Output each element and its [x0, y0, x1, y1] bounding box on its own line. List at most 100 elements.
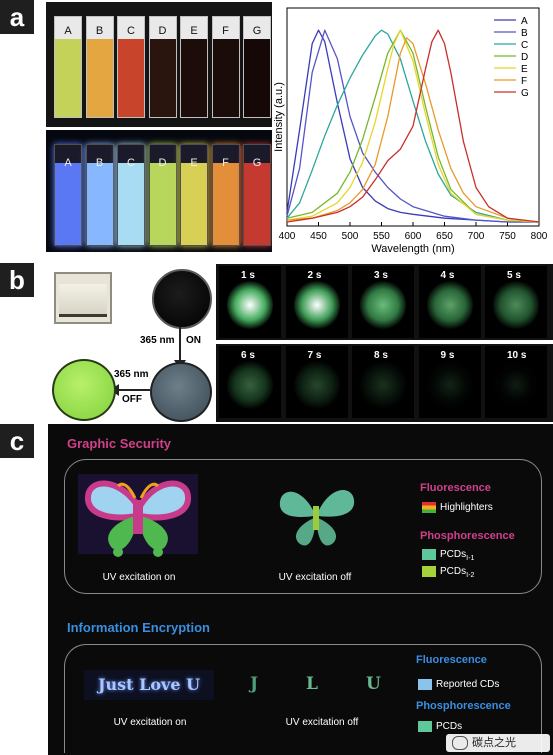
x-tick-label-700: 700 — [468, 231, 485, 242]
legend-label-b: B — [521, 28, 528, 39]
afterglow-time-label-1: 1 s — [241, 270, 255, 281]
afterglow-time-label-10: 10 s — [507, 350, 527, 361]
daylight-vial-g: G — [243, 16, 271, 118]
x-tick-label-500: 500 — [342, 231, 359, 242]
x-tick-label-400: 400 — [279, 231, 296, 242]
butterfly-uv-on-image — [78, 474, 198, 557]
enc-pcds-label: PCDs — [436, 721, 463, 733]
uv-vial-label-g: G — [252, 157, 262, 169]
uv-vial-f: F — [211, 144, 240, 246]
x-tick-label-450: 450 — [310, 231, 327, 242]
uv-vial-g: G — [243, 144, 271, 246]
afterglow-blob-7 — [293, 360, 340, 410]
afterglow-frame-1: 1 s — [219, 266, 281, 338]
pcd2-subscript: Ⅰ-2 — [466, 572, 475, 580]
x-tick-label-600: 600 — [405, 231, 422, 242]
arrow-left-shaft — [118, 389, 150, 391]
uv-vial-a: A — [54, 144, 82, 246]
legend-label-e: E — [521, 64, 528, 75]
legend-label-a: A — [521, 16, 528, 27]
sample-film — [59, 284, 107, 317]
afterglow-time-series: 1 s 2 s 3 s 4 s 5 s 6 s 7 s 8 s 9 s 10 s — [216, 264, 553, 422]
legend-label-g: G — [521, 88, 529, 99]
uv-vial-label-d: D — [158, 157, 167, 169]
legend-fluorescence-head: Fluorescence — [420, 482, 491, 494]
anti-counterfeit-panel: Graphic Security UV excitation on UV exc… — [48, 424, 553, 755]
uv-vial-label-c: C — [127, 157, 135, 169]
afterglow-time-label-4: 4 s — [440, 270, 455, 281]
series-line-g — [286, 29, 540, 223]
uv-vial-label-a: A — [64, 157, 72, 169]
uv-vial-e: E — [180, 144, 208, 246]
panel-label-a: a — [0, 0, 34, 34]
uv-vial-label-e: E — [190, 157, 198, 169]
afterglow-frame-2: 2 s — [285, 266, 348, 338]
afterglow-blob-10 — [493, 360, 539, 410]
daylight-vial-label-c: C — [127, 25, 135, 37]
daylight-vial-f: F — [211, 16, 240, 118]
afterglow-blob-6 — [227, 360, 273, 410]
afterglow-blob-5 — [493, 280, 539, 330]
reported-cds-swatch — [418, 679, 432, 690]
afterglow-blob-8 — [360, 360, 406, 410]
uv-vial-c: C — [117, 144, 145, 246]
legend-enc-phosphorescence-head: Phosphorescence — [416, 700, 511, 712]
afterglow-frame-8: 8 s — [352, 346, 414, 418]
series-line-e — [286, 29, 540, 223]
encrypted-text-uv-on: Just Love U — [84, 670, 214, 700]
x-axis-label: Wavelength (nm) — [371, 243, 454, 255]
series-line-c — [286, 29, 540, 223]
enc-pcds-swatch — [418, 721, 432, 732]
graphic-security-title: Graphic Security — [67, 436, 172, 451]
x-tick-label-800: 800 — [531, 231, 548, 242]
afterglow-time-label-3: 3 s — [374, 270, 388, 281]
highlighters-swatch — [422, 502, 436, 513]
daylight-vial-label-a: A — [64, 25, 72, 37]
uv-vial-label-b: B — [95, 157, 104, 169]
watermark: 碳点之光 — [446, 734, 550, 752]
pcd2-label: PCDs — [440, 566, 467, 578]
series-line-f — [286, 37, 540, 223]
legend-enc-pcds: PCDs — [418, 721, 462, 732]
daylight-vial-label-d: D — [158, 25, 167, 37]
uv-off-state: OFF — [122, 394, 142, 405]
uv-on-state: ON — [186, 335, 201, 346]
legend-label-f: F — [521, 76, 527, 87]
legend-enc-fluorescence-head: Fluorescence — [416, 654, 487, 666]
series-line-b — [286, 29, 539, 223]
x-tick-label-750: 750 — [499, 231, 516, 242]
panel-label-b: b — [0, 263, 34, 297]
information-encryption-title: Information Encryption — [67, 620, 210, 635]
uv-vial-d: D — [148, 144, 177, 246]
highlighters-label: Highlighters — [440, 502, 493, 514]
legend-label-c: C — [521, 40, 528, 51]
afterglow-frame-5: 5 s — [485, 266, 547, 338]
encrypted-text-uv-off: J L U — [248, 672, 388, 700]
pcd1-swatch — [422, 549, 436, 560]
daylight-vial-d: D — [148, 16, 177, 118]
daylight-vial-label-g: G — [252, 25, 262, 37]
afterglow-frame-10: 10 s — [485, 346, 547, 418]
afterglow-blob-9 — [426, 360, 473, 410]
daylight-vial-label-b: B — [95, 25, 104, 37]
letter-u: U — [366, 674, 381, 694]
wechat-icon — [452, 736, 468, 750]
daylight-vial-e: E — [180, 16, 208, 118]
encryption-caption-off: UV excitation off — [285, 717, 359, 728]
afterglow-frame-6: 6 s — [219, 346, 281, 418]
letter-j: J — [250, 674, 259, 694]
afterglow-frame-9: 9 s — [418, 346, 481, 418]
uv-off-wavelength: 365 nm — [114, 369, 149, 380]
afterglow-time-label-9: 9 s — [440, 350, 455, 361]
afterglow-blob-4 — [426, 280, 473, 330]
afterglow-time-label-6: 6 s — [241, 350, 255, 361]
graphic-security-box — [64, 459, 542, 594]
row-divider — [216, 340, 553, 344]
dark-disc-sample — [152, 269, 212, 329]
uv-vial-label-f: F — [222, 157, 229, 169]
legend-reported-cds: Reported CDs — [418, 679, 499, 690]
legend-pcd2: PCDsⅠ-2 — [422, 566, 474, 579]
series-line-a — [286, 29, 539, 223]
afterglow-time-label-2: 2 s — [307, 270, 322, 281]
legend-label-d: D — [521, 52, 528, 63]
